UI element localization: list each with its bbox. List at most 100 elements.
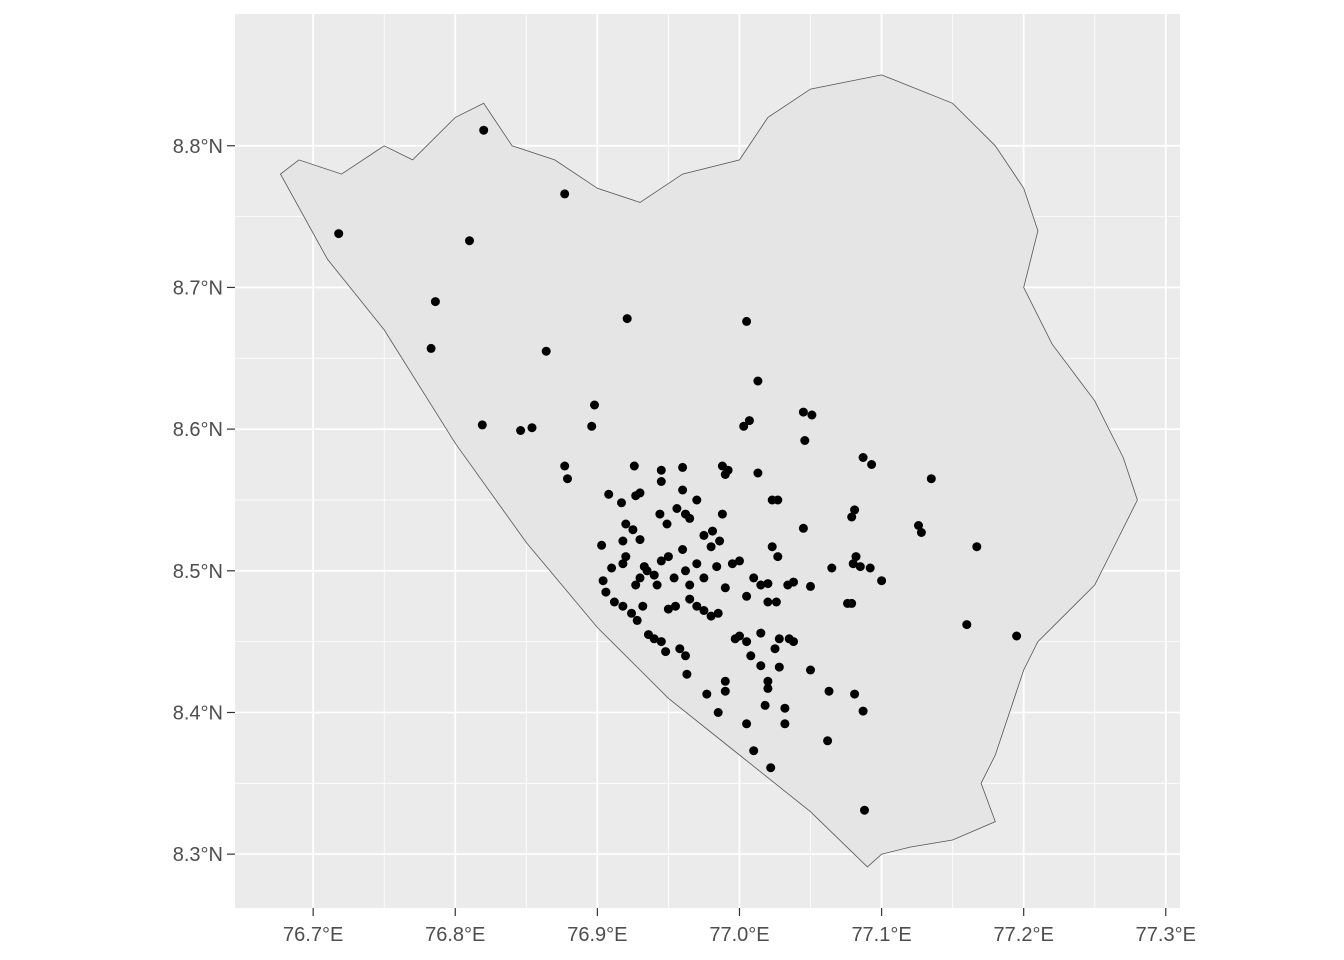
data-point xyxy=(756,661,766,671)
data-point xyxy=(867,460,877,469)
data-point xyxy=(656,465,666,475)
data-point xyxy=(426,343,436,353)
data-point xyxy=(806,581,815,591)
x-tick-label: 76.7°E xyxy=(283,924,343,946)
data-point xyxy=(692,559,702,569)
data-point xyxy=(763,579,773,589)
data-point xyxy=(618,536,628,546)
data-point xyxy=(789,637,798,647)
x-tick-label: 76.9°E xyxy=(567,924,627,946)
data-point xyxy=(590,400,599,410)
data-point xyxy=(430,297,440,307)
data-point xyxy=(713,708,723,717)
data-point xyxy=(708,526,717,536)
data-point xyxy=(858,706,868,716)
data-point xyxy=(632,615,642,625)
data-point xyxy=(848,559,858,569)
data-point xyxy=(516,426,526,435)
data-point xyxy=(597,540,607,550)
data-point xyxy=(675,644,685,654)
data-point xyxy=(692,601,702,611)
data-point xyxy=(972,542,982,552)
data-point xyxy=(631,580,641,590)
x-axis: 76.7°E 76.8°E 76.9°E 77.0°E 77.1°E 77.2°E 77.3… xyxy=(283,908,1196,946)
data-point xyxy=(742,591,752,601)
x-tick-label: 77.0°E xyxy=(709,924,769,946)
data-point xyxy=(766,763,776,773)
data-point xyxy=(706,542,716,552)
data-point xyxy=(628,525,638,535)
data-point xyxy=(742,316,752,326)
data-point xyxy=(715,536,725,546)
data-point xyxy=(824,686,834,696)
data-point xyxy=(827,563,837,573)
data-point xyxy=(735,556,744,566)
x-tick-label: 77.2°E xyxy=(994,924,1054,946)
x-tick-label: 77.3°E xyxy=(1136,924,1196,946)
data-point xyxy=(742,719,752,729)
y-tick-label: 8.6°N xyxy=(173,419,223,441)
data-point xyxy=(860,805,869,815)
data-point xyxy=(858,453,868,462)
data-point xyxy=(587,421,597,431)
data-point xyxy=(609,597,619,607)
data-point xyxy=(598,576,608,586)
data-point xyxy=(850,505,860,515)
data-point xyxy=(744,416,754,426)
y-tick-label: 8.7°N xyxy=(173,277,223,299)
data-point xyxy=(753,468,763,478)
data-point xyxy=(774,662,784,672)
data-point xyxy=(681,566,690,576)
data-point xyxy=(712,562,722,572)
data-point xyxy=(685,580,695,590)
data-point xyxy=(601,587,611,597)
data-point xyxy=(655,509,665,519)
data-point xyxy=(865,563,875,573)
data-point xyxy=(877,576,887,586)
data-point xyxy=(661,647,671,657)
data-point xyxy=(671,601,680,611)
data-point xyxy=(713,608,723,618)
data-point xyxy=(773,552,783,562)
data-point xyxy=(749,746,759,756)
data-point xyxy=(798,407,808,417)
data-point xyxy=(763,597,773,607)
data-point xyxy=(706,611,716,621)
data-point xyxy=(760,700,770,710)
data-point xyxy=(739,421,749,431)
data-point xyxy=(692,495,702,505)
data-point xyxy=(699,530,709,540)
data-point xyxy=(699,573,709,583)
data-point xyxy=(622,314,632,324)
data-point xyxy=(563,474,572,484)
point-layer xyxy=(334,125,1022,815)
data-point xyxy=(798,523,808,533)
data-point xyxy=(682,669,692,679)
data-point xyxy=(678,485,688,495)
x-tick-label: 77.1°E xyxy=(851,924,911,946)
data-point xyxy=(678,462,688,472)
data-point xyxy=(638,601,648,611)
data-point xyxy=(774,634,784,644)
data-point xyxy=(723,465,733,475)
data-point xyxy=(720,686,730,696)
data-point xyxy=(635,535,645,545)
data-point xyxy=(678,545,688,554)
data-point xyxy=(735,631,744,641)
data-point xyxy=(560,189,570,199)
data-point xyxy=(642,566,652,576)
data-point xyxy=(477,420,487,430)
data-point xyxy=(850,689,860,699)
data-point xyxy=(669,573,679,583)
data-point xyxy=(807,410,817,420)
data-point xyxy=(962,620,972,630)
data-point xyxy=(465,236,474,246)
data-point xyxy=(618,601,628,611)
data-point xyxy=(685,513,695,523)
data-point xyxy=(847,512,857,522)
data-point xyxy=(479,125,489,135)
data-point xyxy=(806,665,815,675)
data-point xyxy=(702,689,712,699)
data-point xyxy=(753,376,763,386)
